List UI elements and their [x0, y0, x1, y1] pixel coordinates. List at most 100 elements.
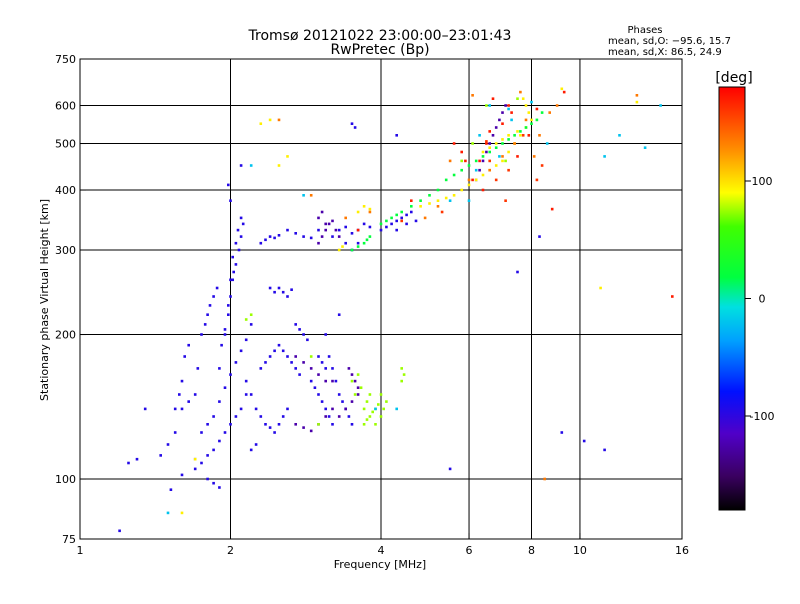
data-point [524, 104, 528, 107]
data-point [524, 118, 528, 122]
data-point [582, 439, 586, 443]
data-point [268, 426, 272, 429]
data-point [481, 188, 485, 192]
data-point [347, 415, 351, 418]
data-point [350, 379, 354, 383]
stats-line-o: mean, sd,O: −95.6, 15.7 [608, 36, 731, 47]
data-point [206, 423, 209, 426]
data-point [268, 118, 272, 122]
data-point [302, 361, 305, 364]
data-point [286, 228, 289, 232]
data-point [374, 423, 377, 426]
data-point [212, 295, 215, 298]
data-point [337, 313, 341, 316]
data-point [178, 393, 181, 396]
data-point [264, 238, 267, 242]
data-point [436, 199, 440, 202]
data-point [294, 355, 297, 358]
data-point [135, 457, 139, 461]
data-point [203, 323, 207, 326]
colorbar-ticks: 100 0 -100 [745, 175, 774, 423]
data-point [395, 228, 398, 232]
data-point [507, 134, 510, 137]
data-point [223, 333, 227, 336]
data-point [385, 225, 388, 229]
data-point [400, 367, 403, 370]
data-point [356, 386, 360, 389]
data-point [555, 104, 559, 107]
data-point [519, 90, 522, 94]
data-point [341, 400, 344, 403]
data-point [540, 164, 544, 167]
data-point [268, 355, 272, 358]
data-point [320, 235, 324, 238]
data-point [294, 423, 297, 426]
data-point [507, 107, 510, 111]
data-point [249, 323, 253, 326]
data-point [277, 164, 281, 167]
x-tick-label: 1 [77, 544, 84, 557]
colorbar-gradient [718, 86, 746, 511]
data-point [337, 228, 341, 232]
data-point [504, 104, 507, 107]
data-point [471, 142, 474, 145]
data-point [356, 241, 360, 245]
data-point [324, 228, 327, 232]
data-point [218, 400, 221, 403]
data-point [169, 488, 173, 491]
data-point [320, 210, 324, 214]
data-point [510, 111, 513, 114]
data-point [317, 216, 320, 220]
data-point [187, 343, 190, 347]
data-point [200, 461, 203, 465]
data-point [603, 448, 606, 452]
data-point [320, 361, 324, 364]
data-point [334, 228, 338, 232]
y-axis-label: Stationary phase Virtual Height [km] [38, 199, 51, 401]
data-point [302, 426, 305, 429]
data-point [501, 111, 504, 114]
data-point [273, 236, 276, 240]
data-point [264, 423, 267, 426]
data-point [488, 150, 491, 154]
data-point [400, 219, 403, 223]
data-point [341, 245, 344, 248]
x-axis-label: Frequency [MHz] [334, 558, 426, 571]
data-point [440, 210, 444, 214]
data-point [471, 178, 474, 182]
data-point [277, 234, 281, 237]
data-point [356, 210, 360, 214]
data-point [460, 168, 463, 172]
data-point [485, 140, 488, 143]
data-point [337, 415, 341, 418]
data-point [362, 205, 366, 208]
data-point [294, 367, 297, 370]
data-point [350, 423, 354, 426]
data-point [306, 338, 309, 342]
data-point [488, 146, 491, 149]
data-point [494, 126, 498, 129]
data-point [193, 457, 197, 461]
data-point [331, 379, 334, 383]
data-point [227, 183, 230, 187]
data-point [467, 199, 471, 202]
data-point [200, 431, 203, 434]
data-point [212, 448, 215, 452]
data-point [344, 216, 347, 220]
data-point [540, 111, 544, 114]
data-point [374, 407, 377, 411]
data-point [223, 431, 227, 434]
data-point [510, 118, 513, 122]
data-point [362, 241, 366, 245]
data-point [353, 379, 357, 383]
data-point [481, 159, 485, 163]
data-point [501, 142, 504, 145]
data-point [501, 122, 504, 125]
data-point [180, 473, 184, 477]
data-point [448, 159, 452, 163]
data-point [603, 155, 606, 158]
y-tick-label: 400 [55, 184, 76, 197]
data-point [599, 286, 602, 290]
data-point [527, 111, 531, 114]
